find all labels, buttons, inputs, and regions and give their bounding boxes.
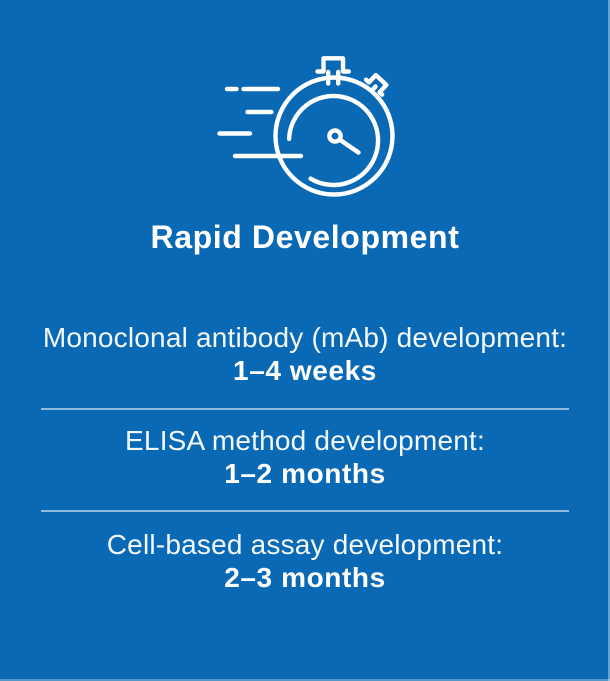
divider xyxy=(41,510,569,512)
stopwatch-inner-ring xyxy=(286,93,381,188)
divider xyxy=(41,408,569,410)
stopwatch-speed-icon xyxy=(217,56,395,197)
timeline-item-label: ELISA method development: xyxy=(125,425,485,456)
timeline-item-label: Monoclonal antibody (mAb) development: xyxy=(42,322,568,353)
timeline-item-value: 1–4 weeks xyxy=(233,355,377,386)
stopwatch-crown xyxy=(315,56,351,86)
timeline-item-label: Cell-based assay development: xyxy=(106,529,504,560)
timeline-item-cell-assay: Cell-based assay development: 2–3 months xyxy=(0,528,610,594)
card-right-edge-highlight xyxy=(608,0,610,681)
speed-lines xyxy=(217,86,304,159)
stopwatch-hand xyxy=(327,128,361,155)
page-title: Rapid Development xyxy=(150,219,460,255)
card-bottom-edge-highlight xyxy=(0,679,610,681)
stopwatch-side-button xyxy=(363,72,389,97)
stopwatch-outer-ring xyxy=(273,75,395,197)
timeline-item-value: 2–3 months xyxy=(224,562,386,593)
timeline-item-mab: Monoclonal antibody (mAb) development: 1… xyxy=(0,321,610,387)
stopwatch-icon xyxy=(0,0,610,215)
timeline-item-elisa: ELISA method development: 1–2 months xyxy=(0,424,610,490)
timeline-item-value: 1–2 months xyxy=(224,458,386,489)
